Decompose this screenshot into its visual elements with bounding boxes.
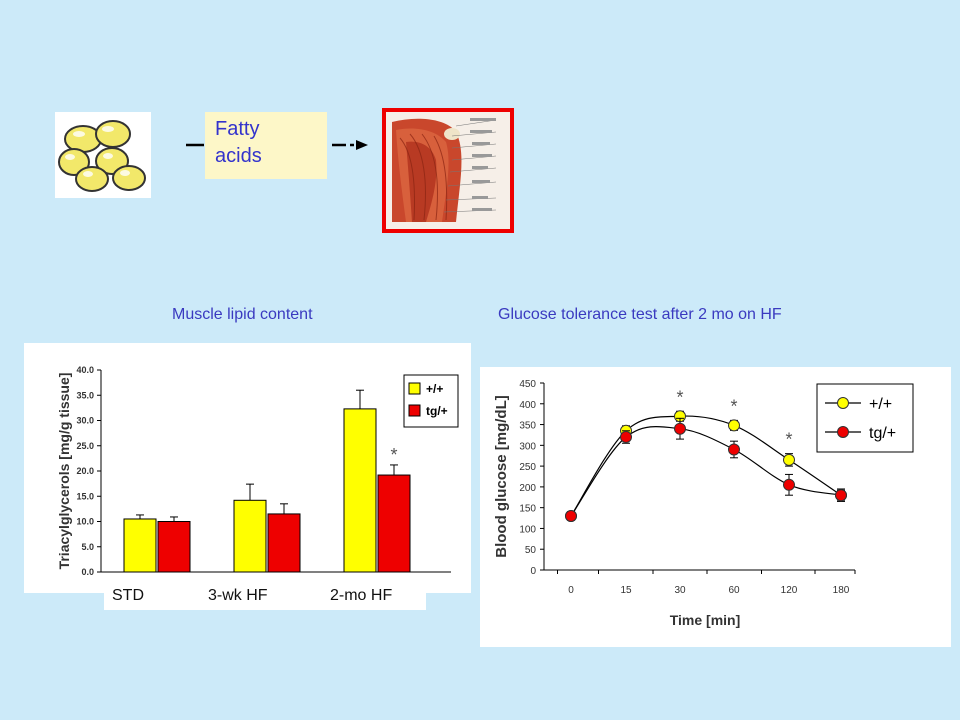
fatty-acids-label: Fatty acids <box>215 118 262 167</box>
legend-box <box>403 374 459 428</box>
y-tick-label: 50 <box>525 545 537 556</box>
significance-star: * <box>390 445 397 465</box>
y-tick-label: 250 <box>519 462 536 473</box>
y-tick-label: 100 <box>519 524 536 535</box>
significance-star: * <box>785 430 792 450</box>
x-tick-label: 15 <box>620 585 632 596</box>
bar-chart: 0.0 5.0 10.0 15.0 20.0 25.0 30.0 35.0 40.0 Triacy… <box>56 365 459 577</box>
y-tick-label: 0.0 <box>81 567 94 577</box>
y-tick-label: 40.0 <box>76 365 94 375</box>
line-chart-panel: 0 50 100 150 200 250 300 350 400 450 0 15 30 60 120 180… <box>480 367 951 647</box>
fat-cells-image <box>55 112 151 198</box>
bar-x-label: STD <box>112 587 144 604</box>
y-tick-label: 20.0 <box>76 466 94 476</box>
bar <box>343 408 377 573</box>
fatty-acids-box: Fatty acids <box>205 112 327 179</box>
y-tick-label: 5.0 <box>81 542 94 552</box>
series-line <box>570 415 842 517</box>
x-tick-label: 30 <box>674 585 686 596</box>
bar <box>377 474 411 573</box>
y-tick-label: 350 <box>519 421 536 432</box>
data-point <box>728 443 740 456</box>
legend-label: tg/+ <box>426 404 448 418</box>
legend-swatch <box>408 382 421 395</box>
bar-chart-panel: 0.0 5.0 10.0 15.0 20.0 25.0 30.0 35.0 40.0 Triacy… <box>24 343 471 593</box>
bar-chart-x-labels: STD 3-wk HF 2-mo HF <box>104 584 426 610</box>
arrows <box>186 140 368 150</box>
data-point <box>565 509 577 522</box>
line-chart: 0 50 100 150 200 250 300 350 400 450 0 15 30 60 120 180… <box>493 379 914 628</box>
y-tick-label: 35.0 <box>76 390 94 400</box>
legend-swatch <box>408 404 421 417</box>
x-tick-label: 0 <box>568 585 574 596</box>
bar-x-label: 2-mo HF <box>330 587 393 604</box>
y-axis-title: Triacylglycerols [mg/g tissue] <box>56 373 72 570</box>
data-point <box>835 489 847 502</box>
y-tick-label: 0 <box>530 566 536 577</box>
legend-label: +/+ <box>426 382 443 396</box>
bar <box>157 521 191 573</box>
data-point <box>728 419 740 432</box>
bar <box>233 499 267 573</box>
x-tick-label: 120 <box>781 585 798 596</box>
muscle-image <box>382 108 514 233</box>
caption-glucose-tolerance: Glucose tolerance test after 2 mo on HF <box>498 306 782 323</box>
legend-label: tg/+ <box>869 425 896 442</box>
caption-muscle-lipid: Muscle lipid content <box>172 306 313 323</box>
y-tick-label: 450 <box>519 379 536 390</box>
y-tick-label: 15.0 <box>76 491 94 501</box>
y-tick-label: 400 <box>519 400 536 411</box>
data-point <box>620 431 632 444</box>
data-point <box>674 422 686 435</box>
bar <box>123 518 157 573</box>
legend-marker <box>837 426 849 438</box>
legend-marker <box>837 397 849 409</box>
y-tick-label: 300 <box>519 441 536 452</box>
y-tick-label: 25.0 <box>76 441 94 451</box>
significance-star: * <box>730 396 737 416</box>
series-line <box>570 425 842 517</box>
x-tick-label: 180 <box>833 585 850 596</box>
x-tick-label: 60 <box>728 585 740 596</box>
y-tick-label: 30.0 <box>76 416 94 426</box>
bar <box>267 513 301 573</box>
significance-star: * <box>676 387 683 407</box>
data-point <box>783 478 795 491</box>
y-tick-label: 10.0 <box>76 517 94 527</box>
y-tick-label: 150 <box>519 504 536 515</box>
y-tick-label: 200 <box>519 483 536 494</box>
legend-box <box>816 383 914 453</box>
x-axis-title: Time [min] <box>670 612 741 628</box>
legend-label: +/+ <box>869 396 892 413</box>
data-point <box>783 453 795 466</box>
bar-x-label: 3-wk HF <box>208 587 268 604</box>
y-axis-title: Blood glucose [mg/dL] <box>493 395 510 558</box>
